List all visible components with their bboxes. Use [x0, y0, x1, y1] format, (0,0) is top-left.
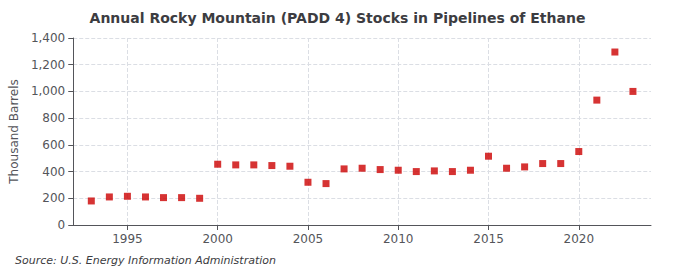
svg-text:400: 400: [42, 165, 65, 179]
svg-text:Thousand Barrels: Thousand Barrels: [7, 79, 21, 184]
svg-text:2015: 2015: [473, 232, 504, 246]
svg-text:Annual Rocky Mountain (PADD 4): Annual Rocky Mountain (PADD 4) Stocks in…: [90, 10, 586, 26]
svg-text:1995: 1995: [112, 232, 143, 246]
svg-text:0: 0: [58, 218, 66, 232]
svg-text:1,200: 1,200: [31, 58, 65, 72]
svg-text:200: 200: [42, 191, 65, 205]
svg-text:1,400: 1,400: [31, 31, 65, 45]
svg-text:600: 600: [42, 138, 65, 152]
svg-text:2010: 2010: [383, 232, 414, 246]
svg-text:2020: 2020: [564, 232, 595, 246]
svg-text:800: 800: [42, 111, 65, 125]
svg-text:1,000: 1,000: [31, 84, 65, 98]
svg-text:2000: 2000: [202, 232, 233, 246]
svg-text:2005: 2005: [293, 232, 324, 246]
svg-text:Source: U.S. Energy Informatio: Source: U.S. Energy Information Administ…: [15, 254, 276, 267]
